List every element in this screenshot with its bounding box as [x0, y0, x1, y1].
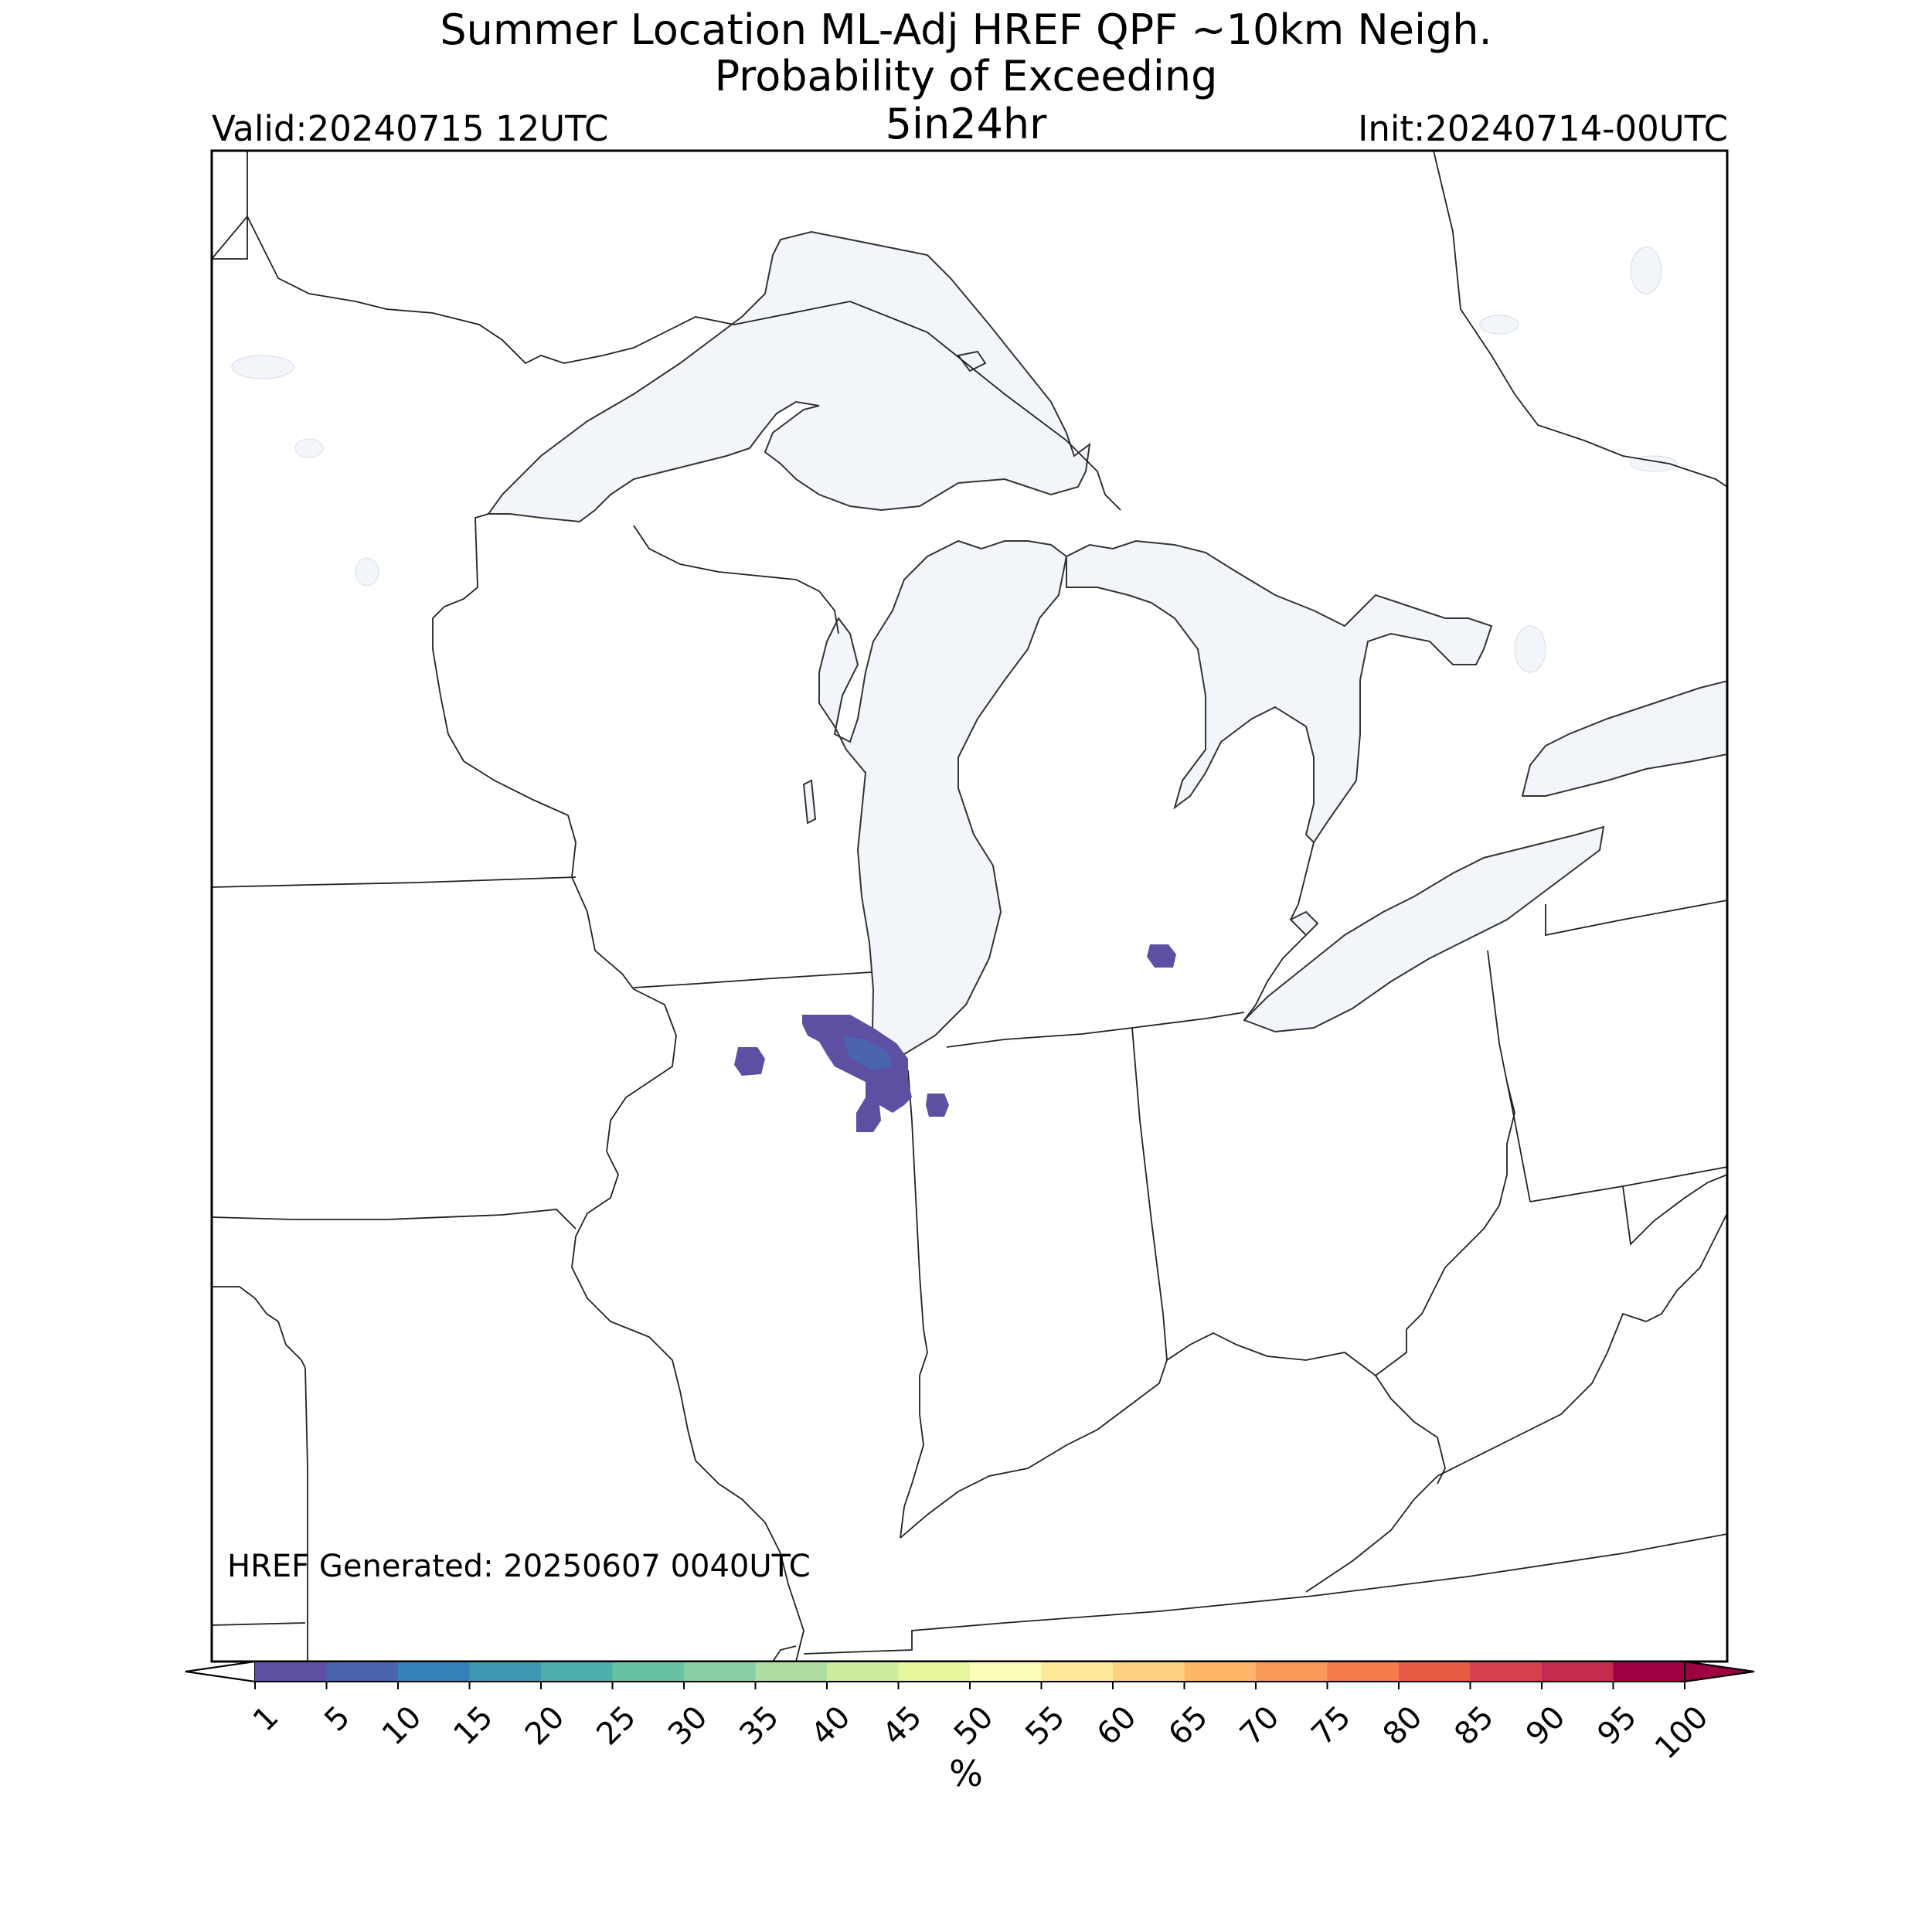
colorbar-tick-label: 5	[318, 1699, 357, 1739]
lake-st-clair	[1289, 910, 1319, 937]
lakes	[487, 230, 1727, 1072]
colorbar-segment	[1399, 1662, 1471, 1682]
ohio-river	[900, 1332, 1446, 1539]
colorbar-tick-label: 1	[247, 1699, 286, 1739]
ohio-pennsylvania-border	[1487, 950, 1531, 1202]
st-clair-river	[1290, 842, 1315, 920]
colorbar-tick-label: 40	[804, 1699, 858, 1753]
colorbar-segment	[1542, 1662, 1614, 1682]
title-line-1: Summer Location ML-Adj HREF QPF ~10km Ne…	[440, 5, 1492, 54]
colorbar-segment	[255, 1662, 327, 1682]
canada-border-east	[1433, 151, 1727, 488]
iowa-north-border	[212, 876, 577, 888]
colorbar-segment	[1113, 1662, 1185, 1682]
detroit-river	[1243, 934, 1307, 1021]
missouri-nebraska	[212, 1286, 306, 1369]
colorbar-tick-label: 25	[590, 1699, 643, 1753]
colorbar-tick-label: 45	[876, 1699, 929, 1753]
colorbar-segment	[1184, 1662, 1257, 1682]
wv-east	[1437, 1213, 1727, 1477]
init-time-label: Init:20240714-00UTC	[1358, 108, 1728, 149]
lake-ontario	[1521, 680, 1727, 797]
iowa-south-border	[212, 1209, 577, 1230]
colorbar-tick-label: 80	[1376, 1699, 1430, 1753]
colorbar-tick-label: 55	[1019, 1699, 1072, 1753]
missouri-west-border	[304, 1367, 308, 1662]
wv-border	[1622, 1174, 1727, 1246]
colorbar-extend-low	[185, 1660, 256, 1683]
arkansas-border	[212, 1622, 306, 1626]
colorbar-tick-label: 10	[376, 1699, 429, 1753]
illinois-west-border	[571, 988, 804, 1662]
prob-area-chicago-core	[842, 1036, 893, 1070]
prob-area-rockford	[734, 1047, 765, 1076]
colorbar-segment	[898, 1662, 971, 1682]
pennsylvania-north-border	[1545, 900, 1727, 937]
lake-winnebago	[802, 779, 817, 825]
colorbar-segment	[326, 1662, 399, 1682]
probability-shading	[734, 944, 1176, 1132]
us-canada-border	[212, 215, 1083, 457]
lake-superior	[487, 230, 1091, 523]
borders	[212, 151, 1727, 1662]
colorbar-tick-label: 90	[1519, 1699, 1573, 1753]
colorbar-tick-label: 85	[1447, 1699, 1501, 1753]
valid-time-label: Valid:20240715 12UTC	[212, 108, 609, 149]
colorbar-unit-label: %	[949, 1753, 983, 1794]
colorbar-tick-label: 60	[1090, 1699, 1144, 1753]
colorbar-tick-label: 95	[1590, 1699, 1644, 1753]
colorbar-segment	[1327, 1662, 1400, 1682]
colorbar-segment	[1041, 1662, 1114, 1682]
illinois-indiana-border	[900, 1070, 928, 1539]
colorbar-segment	[541, 1662, 613, 1682]
border-top-left	[212, 151, 248, 260]
wisconsin-illinois-border	[633, 971, 872, 988]
lake-huron	[1066, 539, 1493, 844]
kentucky-tennessee-border	[803, 1533, 1727, 1655]
colorbar-segment	[398, 1662, 470, 1682]
colorbar-segment	[1613, 1662, 1685, 1682]
st-marys-river	[1081, 455, 1121, 511]
map-area	[212, 151, 1727, 1662]
colorbar-tick-label: 70	[1233, 1699, 1287, 1753]
prob-area-nw-indiana	[926, 1094, 949, 1117]
colorbar-tick-label: 50	[947, 1699, 1001, 1753]
colorbar-segment	[684, 1662, 756, 1682]
lake-nipigon	[957, 350, 987, 372]
colorbar-segment	[469, 1662, 542, 1682]
prob-area-central-michigan	[1147, 944, 1176, 968]
colorbar-tick-label: 75	[1304, 1699, 1358, 1753]
colorbar-segment	[1470, 1662, 1543, 1682]
minor-lakes	[231, 247, 1678, 673]
colorbar-tick-label: 15	[447, 1699, 500, 1753]
colorbar-tick-label: 100	[1648, 1699, 1716, 1767]
indiana-michigan-border	[946, 1012, 1245, 1048]
generated-timestamp: HREF Generated: 20250607 0040UTC	[227, 1549, 811, 1584]
ohio-river-east	[1375, 1081, 1515, 1376]
se-missouri	[772, 1645, 797, 1662]
colorbar-tick-label: 65	[1162, 1699, 1215, 1753]
colorbar-segment	[755, 1662, 828, 1682]
kentucky-virginia-border	[1305, 1475, 1438, 1593]
lake-erie	[1243, 825, 1605, 1033]
wisconsin-up-border	[633, 525, 839, 634]
colorbar-segment	[612, 1662, 685, 1682]
colorbar-tick-label: 20	[519, 1699, 572, 1753]
indiana-ohio-border	[1131, 1027, 1168, 1361]
title-threshold: 5in24hr	[885, 100, 1047, 148]
colorbar-segment	[970, 1662, 1042, 1682]
colorbar-tick-label: 30	[662, 1699, 715, 1753]
wisconsin-west-border	[432, 513, 634, 990]
colorbar-extend-high	[1684, 1660, 1755, 1683]
colorbar-segment	[1256, 1662, 1328, 1682]
title-line-2: Probability of Exceeding	[714, 52, 1218, 100]
lake-michigan	[818, 539, 1068, 1072]
prob-area-chicago	[802, 1015, 912, 1132]
colorbar: 1 5 10 15 20 25 30 35 40 45 50 55 60 65 70 75 80 85 90 95 10…	[185, 1660, 1755, 1767]
colorbar-tick-label: 35	[733, 1699, 786, 1753]
colorbar-segment	[827, 1662, 899, 1682]
